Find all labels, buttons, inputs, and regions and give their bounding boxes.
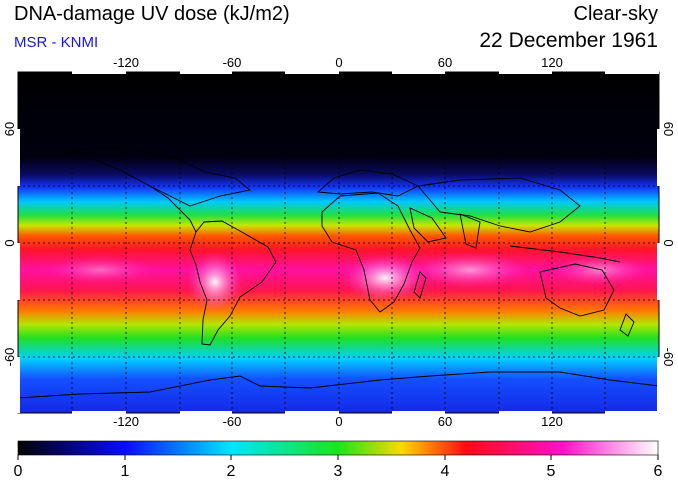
lon-label: 60 [438,414,452,429]
graticule [18,72,659,413]
lon-label: -120 [113,414,139,429]
dose-field [18,72,659,413]
lon-label: 0 [335,414,342,429]
lon-label: -60 [223,414,242,429]
lon-label: 60 [438,55,452,70]
lon-label: 120 [541,414,563,429]
colorbar-label: 6 [654,463,663,480]
lat-label: -60 [2,348,17,367]
arabia-coast [409,207,447,243]
lon-labels-bottom: -120 -60 0 60 120 [113,414,563,429]
map-title: DNA-damage UV dose (kJ/m2) [14,3,290,25]
lat-labels-left: 60 0 -60 [2,122,17,367]
north-america-coast [69,147,252,207]
lat-label: 0 [661,239,676,246]
central-america-coast [149,185,197,233]
colorbar-ticks [17,455,659,460]
lat-labels-right: 60 0 -60 [661,122,676,367]
frame-scale-bars [17,71,660,414]
lon-label: 120 [541,55,563,70]
lat-label: 0 [2,239,17,246]
madagascar-coast [413,271,427,299]
antarctica-coast [18,371,659,399]
lon-labels-top: -120 -60 0 60 120 [113,55,563,70]
colorbar-label: 4 [441,463,450,480]
date-label: 22 December 1961 [479,29,658,52]
colorbar-label: 2 [227,463,236,480]
colorbar [17,440,659,456]
lon-label: -60 [223,55,242,70]
africa-coast [321,192,421,313]
indonesia-coast [509,245,621,263]
lon-label: 0 [335,55,342,70]
south-america-coast [189,220,277,346]
australia-coast [539,263,615,317]
lat-label: -60 [661,348,676,367]
source-label: MSR - KNMI [14,34,99,51]
colorbar-label: 1 [121,463,130,480]
colorbar-label: 3 [334,463,343,480]
colorbar-label: 0 [14,463,23,480]
lat-label: 60 [2,122,17,136]
colorbar-label: 5 [547,463,556,480]
sky-condition-label: Clear-sky [573,3,658,25]
colorbar-labels: 0 1 2 3 4 5 6 [14,463,663,480]
new-zealand-coast [619,313,635,337]
india-coast [459,213,481,249]
asia-coast [417,177,581,233]
lon-label: -120 [113,55,139,70]
lat-label: 60 [661,122,676,136]
